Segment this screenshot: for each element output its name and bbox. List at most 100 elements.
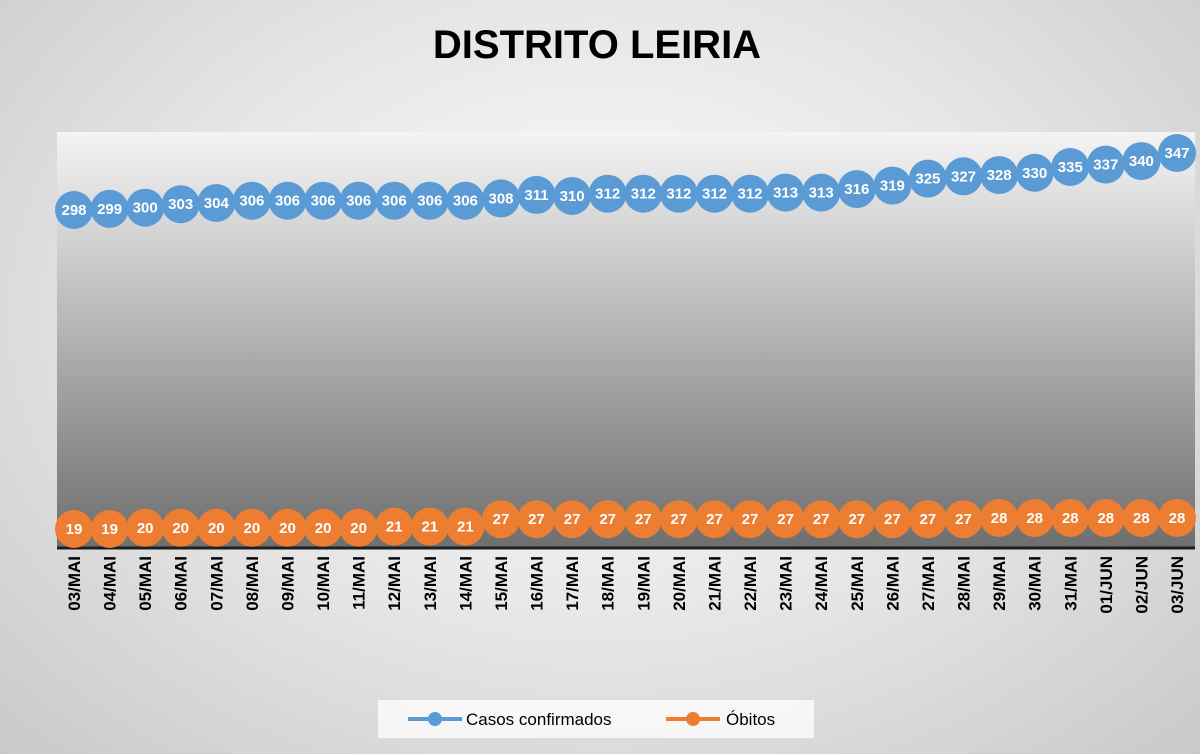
data-label: 312 — [737, 186, 762, 203]
data-label: 27 — [920, 511, 937, 528]
data-point — [588, 500, 627, 539]
data-point — [410, 507, 449, 546]
data-label: 20 — [137, 520, 154, 537]
data-label: 19 — [101, 521, 118, 538]
legend-label: Casos confirmados — [466, 710, 612, 729]
data-point — [1015, 499, 1054, 537]
x-tick-label: 04/MAI — [101, 556, 120, 611]
data-label: 304 — [204, 195, 230, 212]
data-label: 21 — [421, 519, 438, 536]
chart-title: DISTRITO LEIRIA — [433, 23, 761, 67]
data-label: 27 — [955, 511, 972, 528]
data-label: 27 — [742, 511, 759, 528]
data-point — [482, 179, 520, 218]
data-label: 306 — [382, 193, 407, 210]
data-label: 312 — [595, 186, 620, 203]
data-label: 306 — [417, 193, 442, 210]
data-point — [55, 191, 93, 229]
data-label: 27 — [635, 511, 652, 528]
data-point — [1051, 499, 1090, 537]
data-label: 313 — [809, 185, 834, 202]
data-label: 19 — [66, 521, 83, 538]
data-point — [161, 185, 200, 224]
data-label: 20 — [350, 520, 367, 537]
legend: Casos confirmados Óbitos — [408, 710, 775, 729]
series-layer: 298 299 300 303 304 306 306 306 306 306 306 306 308 3… — [55, 134, 1196, 548]
x-tick-label: 30/MAI — [1026, 556, 1045, 611]
data-point — [446, 507, 485, 546]
x-tick-label: 15/MAI — [492, 556, 511, 611]
data-point — [304, 508, 343, 547]
x-tick-label: 31/MAI — [1061, 556, 1080, 611]
data-point — [873, 166, 912, 205]
data-point — [837, 500, 876, 539]
data-point — [908, 500, 947, 539]
data-point — [659, 174, 698, 213]
data-label: 328 — [987, 167, 1012, 184]
x-tick-label: 06/MAI — [172, 556, 191, 611]
data-label: 325 — [915, 171, 940, 188]
data-label: 335 — [1058, 159, 1083, 176]
data-point — [1158, 134, 1196, 172]
x-tick-label: 29/MAI — [990, 556, 1009, 611]
data-point — [517, 500, 556, 539]
x-tick-label: 17/MAI — [563, 556, 582, 611]
legend-swatch-marker — [428, 712, 442, 726]
data-label: 20 — [244, 520, 261, 537]
x-tick-label: 28/MAI — [955, 556, 974, 611]
x-tick-label: 19/MAI — [634, 556, 653, 611]
data-label: 20 — [172, 520, 189, 537]
data-point — [90, 189, 129, 228]
data-label: 27 — [884, 511, 901, 528]
x-tick-label: 11/MAI — [350, 556, 369, 610]
data-point — [268, 508, 307, 547]
data-point — [1122, 142, 1161, 181]
x-tick-label: 07/MAI — [207, 556, 226, 611]
x-tick-label: 27/MAI — [919, 556, 938, 611]
data-point — [553, 177, 592, 215]
data-label: 27 — [777, 511, 794, 528]
data-label: 298 — [61, 202, 86, 219]
data-point — [766, 173, 805, 212]
data-label: 347 — [1164, 145, 1189, 162]
x-tick-label: 14/MAI — [456, 556, 475, 611]
x-tick-label: 20/MAI — [670, 556, 689, 611]
data-point — [517, 175, 556, 214]
data-point — [695, 174, 734, 213]
data-label: 20 — [315, 520, 332, 537]
data-label: 327 — [951, 168, 976, 185]
data-point — [908, 159, 947, 198]
data-point — [1015, 153, 1054, 192]
data-label: 28 — [1169, 510, 1186, 527]
data-label: 300 — [133, 200, 158, 217]
data-label: 316 — [844, 181, 869, 198]
x-tick-label: 12/MAI — [385, 556, 404, 611]
data-label: 27 — [848, 511, 865, 528]
data-point — [446, 181, 485, 220]
x-tick-label: 05/MAI — [136, 556, 155, 611]
data-label: 308 — [488, 190, 513, 207]
data-label: 27 — [671, 511, 688, 528]
data-point — [375, 507, 414, 546]
data-point — [55, 510, 93, 548]
x-tick-label: 09/MAI — [278, 556, 297, 611]
data-point — [339, 508, 378, 547]
x-tick-label: 08/MAI — [243, 556, 262, 611]
data-point — [232, 508, 271, 547]
data-label: 330 — [1022, 165, 1047, 182]
data-point — [339, 181, 378, 220]
data-label: 27 — [706, 511, 723, 528]
x-tick-label: 03/JUN — [1168, 556, 1187, 614]
data-label: 28 — [1062, 510, 1079, 527]
data-label: 312 — [631, 186, 656, 203]
legend-label: Óbitos — [726, 710, 775, 729]
data-label: 306 — [346, 193, 371, 210]
data-point — [766, 500, 805, 539]
data-label: 27 — [528, 511, 545, 528]
data-label: 303 — [168, 196, 193, 213]
data-label: 27 — [813, 511, 830, 528]
x-tick-label: 02/JUN — [1132, 556, 1151, 614]
x-tick-label: 03/MAI — [65, 556, 84, 611]
data-point — [375, 181, 414, 220]
